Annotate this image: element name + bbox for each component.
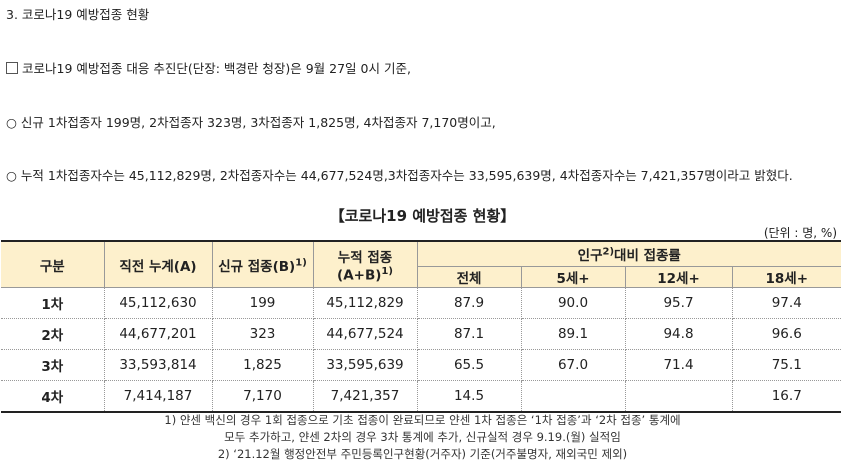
cell-age18: 75.1	[731, 349, 841, 381]
footnote-ref: 1)	[381, 265, 393, 277]
footnote-1: 1) 얀센 백신의 경우 1회 접종으로 기초 접종이 완료되므로 얀센 1차 …	[164, 413, 681, 427]
cell-all: 14.5	[416, 380, 522, 413]
vaccination-table: 구분 직전 누계(A) 신규 접종(B)1) 누적 접종 (A+B)1) 인구2)…	[1, 240, 841, 413]
table-row: 1차 45,112,630 199 45,112,829 87.9 90.0 9…	[1, 287, 841, 319]
cell-age12: 94.8	[624, 318, 733, 350]
footnote-2: 2) ‘21.12월 행정안전부 주민등록인구현황(거주자) 기준(거주불명자,…	[217, 447, 628, 461]
paragraph-new-text: 신규 1차접종자 199명, 2차접종자 323명, 3차접종자 1,825명,…	[20, 115, 496, 130]
header-prev-cumulative: 직전 누계(A)	[103, 240, 213, 288]
paragraph-cumulative-text: 누적 1차접종자수는 45,112,829명, 2차접종자수는 44,677,5…	[20, 168, 793, 183]
table-row: 2차 44,677,201 323 44,677,524 87.1 89.1 9…	[1, 318, 841, 350]
cell-age5	[520, 380, 626, 413]
cell-age5: 67.0	[520, 349, 626, 381]
row-label: 2차	[1, 318, 105, 350]
header-age-5: 5세+	[520, 266, 626, 288]
circle-bullet-icon: ○	[6, 168, 17, 183]
cell-cum: 45,112,829	[312, 287, 418, 319]
circle-bullet-icon: ○	[6, 115, 17, 130]
cell-all: 65.5	[416, 349, 522, 381]
table-title: 【코로나19 예방접종 현황】	[329, 207, 516, 225]
cell-age5: 89.1	[520, 318, 626, 350]
cell-all: 87.1	[416, 318, 522, 350]
section-heading: 3. 코로나19 예방접종 현황	[6, 7, 150, 22]
cell-age5: 90.0	[520, 287, 626, 319]
cell-cum: 44,677,524	[312, 318, 418, 350]
header-new-text: 신규 접종(B)	[218, 258, 296, 275]
row-label: 4차	[1, 380, 105, 413]
cell-age18: 96.6	[731, 318, 841, 350]
cell-prev: 45,112,630	[103, 287, 213, 319]
paragraph-new: ○ 신규 1차접종자 199명, 2차접종자 323명, 3차접종자 1,825명…	[6, 112, 496, 131]
table-row: 3차 33,593,814 1,825 33,595,639 65.5 67.0…	[1, 349, 841, 381]
cell-prev: 33,593,814	[103, 349, 213, 381]
header-age-12: 12세+	[624, 266, 733, 288]
footnotes: 1) 얀센 백신의 경우 1회 접종으로 기초 접종이 완료되므로 얀센 1차 …	[0, 412, 845, 463]
cell-new: 199	[211, 287, 314, 319]
cell-prev: 44,677,201	[103, 318, 213, 350]
cell-new: 7,170	[211, 380, 314, 413]
cell-new: 323	[211, 318, 314, 350]
table-row: 4차 7,414,187 7,170 7,421,357 14.5 16.7	[1, 380, 841, 413]
header-cumulative-line2: (A+B)	[337, 267, 382, 284]
unit-label: (단위 : 명, %)	[763, 226, 837, 240]
row-label: 1차	[1, 287, 105, 319]
header-cumulative: 누적 접종 (A+B)1)	[312, 240, 418, 288]
row-label: 3차	[1, 349, 105, 381]
header-population-ratio: 인구2)대비 접종률	[416, 240, 841, 267]
paragraph-cumulative: ○ 누적 1차접종자수는 45,112,829명, 2차접종자수는 44,677,…	[6, 165, 793, 184]
cell-age12	[624, 380, 733, 413]
header-cumulative-line1: 누적 접종	[337, 249, 393, 266]
header-category: 구분	[1, 240, 105, 288]
cell-new: 1,825	[211, 349, 314, 381]
header-new-vaccination: 신규 접종(B)1)	[211, 240, 314, 288]
cell-all: 87.9	[416, 287, 522, 319]
cell-cum: 33,595,639	[312, 349, 418, 381]
cell-age18: 97.4	[731, 287, 841, 319]
header-age-18: 18세+	[731, 266, 841, 288]
square-bullet-icon	[6, 62, 18, 74]
header-ratio-suffix: 대비 접종률	[614, 248, 681, 264]
cell-age18: 16.7	[731, 380, 841, 413]
footnote-ref: 2)	[602, 246, 615, 258]
header-age-all: 전체	[417, 266, 522, 288]
cell-cum: 7,421,357	[312, 380, 418, 413]
cell-prev: 7,414,187	[103, 380, 213, 413]
footnote-1-cont: 모두 추가하고, 얀센 2차의 경우 3차 통계에 추가, 신규실적 경우 9.…	[224, 430, 621, 444]
header-ratio-prefix: 인구	[577, 248, 603, 264]
cell-age12: 95.7	[624, 287, 733, 319]
paragraph-intro: 코로나19 예방접종 대응 추진단(단장: 백경란 청장)은 9월 27일 0시…	[6, 58, 411, 77]
footnote-ref: 1)	[295, 257, 307, 268]
paragraph-intro-text: 코로나19 예방접종 대응 추진단(단장: 백경란 청장)은 9월 27일 0시…	[22, 61, 411, 76]
cell-age12: 71.4	[624, 349, 733, 381]
